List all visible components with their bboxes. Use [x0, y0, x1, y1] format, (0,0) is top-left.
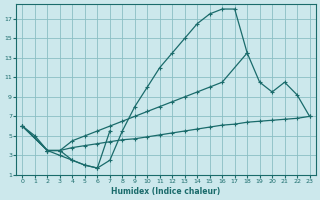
X-axis label: Humidex (Indice chaleur): Humidex (Indice chaleur)	[111, 187, 221, 196]
